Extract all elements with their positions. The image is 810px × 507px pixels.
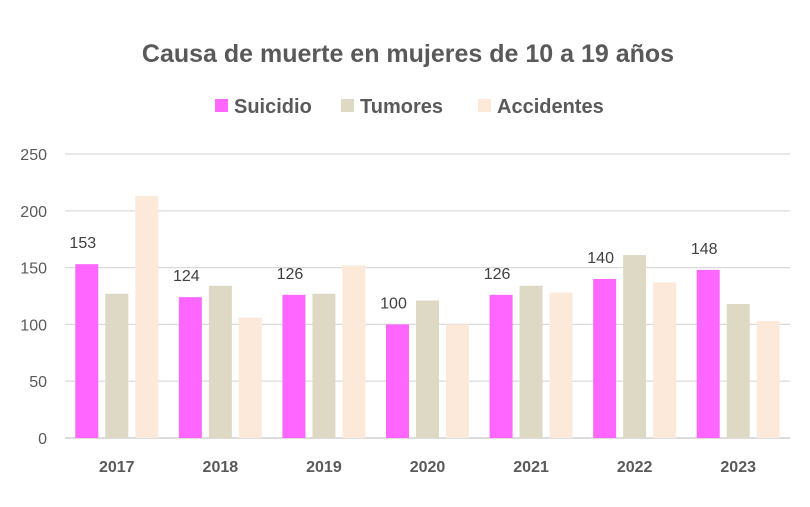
data-label: 126 — [277, 266, 304, 283]
x-tick-label: 2022 — [617, 459, 653, 476]
legend-swatch — [341, 99, 354, 112]
y-tick-label: 100 — [20, 317, 47, 334]
legend-swatch — [215, 99, 228, 112]
x-tick-label: 2018 — [203, 459, 239, 476]
bar-suicidio-2021 — [489, 294, 513, 438]
legend-item-accidentes: Accidentes — [478, 96, 604, 118]
data-label: 124 — [173, 268, 200, 285]
legend: Suicidio Tumores Accidentes — [215, 96, 604, 118]
bar-suicidio-2023 — [696, 269, 720, 438]
data-label: 100 — [380, 295, 407, 312]
x-axis: 2017 2018 2019 2020 2021 2022 2023 — [99, 459, 756, 476]
bar-tumores-2017 — [105, 293, 129, 438]
legend-swatch — [478, 99, 491, 112]
bar-tumores-2022 — [623, 255, 647, 438]
legend-item-suicidio: Suicidio — [215, 96, 312, 118]
bar-tumores-2023 — [726, 303, 750, 438]
y-tick-label: 200 — [20, 204, 47, 221]
bar-accidentes-2022 — [653, 282, 677, 438]
x-tick-label: 2020 — [410, 459, 446, 476]
bar-suicidio-2020 — [386, 324, 409, 438]
y-tick-label: 0 — [38, 431, 47, 448]
bars: 153 124 126 100 126 140 148 — [69, 196, 780, 438]
bar-tumores-2021 — [519, 285, 543, 438]
x-tick-label: 2017 — [99, 459, 135, 476]
bar-accidentes-2017 — [135, 196, 159, 438]
y-tick-label: 50 — [29, 374, 47, 391]
legend-label: Accidentes — [497, 96, 604, 118]
bar-accidentes-2023 — [756, 320, 780, 438]
x-tick-label: 2023 — [720, 459, 756, 476]
data-label: 148 — [691, 241, 718, 258]
bar-accidentes-2018 — [238, 317, 262, 438]
chart-title: Causa de muerte en mujeres de 10 a 19 añ… — [142, 40, 674, 68]
data-label: 126 — [484, 266, 511, 283]
x-tick-label: 2019 — [306, 459, 342, 476]
data-label: 140 — [587, 250, 614, 267]
bar-suicidio-2017 — [75, 264, 99, 438]
bar-tumores-2019 — [312, 293, 336, 438]
bar-accidentes-2019 — [342, 265, 366, 438]
bar-accidentes-2020 — [446, 324, 469, 438]
bar-tumores-2020 — [416, 300, 439, 438]
data-label: 153 — [69, 235, 96, 252]
legend-label: Tumores — [360, 96, 443, 118]
legend-label: Suicidio — [234, 96, 312, 118]
bar-tumores-2018 — [208, 285, 232, 438]
y-tick-label: 150 — [20, 261, 47, 278]
bar-suicidio-2019 — [282, 294, 306, 438]
bar-suicidio-2018 — [178, 297, 202, 438]
bar-suicidio-2022 — [593, 278, 617, 438]
legend-item-tumores: Tumores — [341, 96, 443, 118]
y-axis: 0 50 100 150 200 250 — [20, 147, 47, 448]
y-tick-label: 250 — [20, 147, 47, 164]
x-tick-label: 2021 — [513, 459, 549, 476]
bar-accidentes-2021 — [549, 292, 573, 438]
